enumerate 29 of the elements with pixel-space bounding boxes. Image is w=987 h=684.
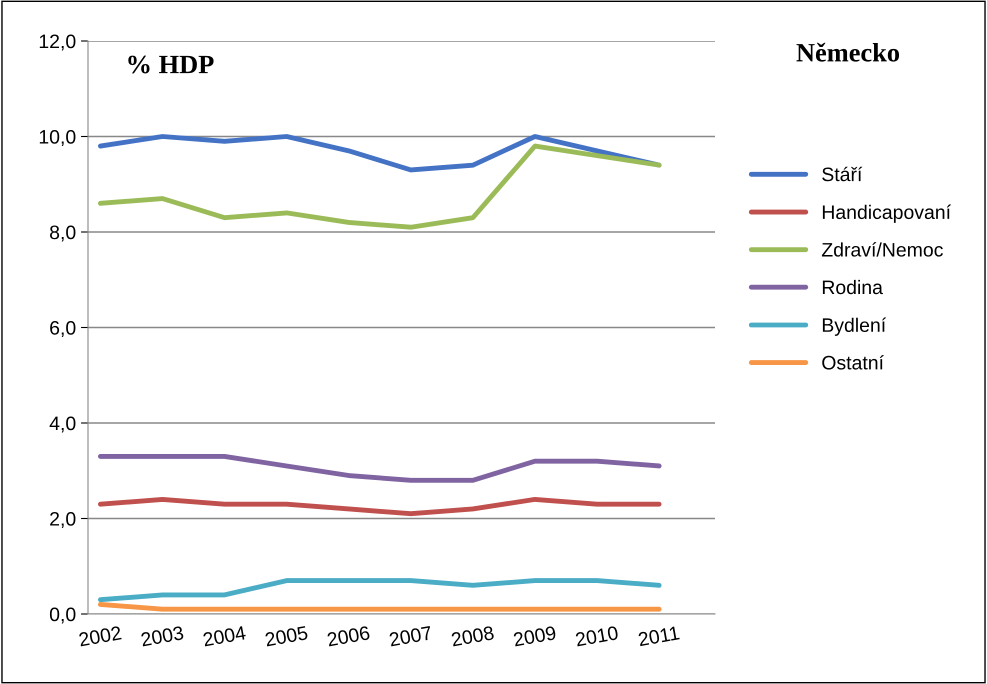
x-tick-label: 2002 <box>78 626 122 647</box>
legend-label: Stáří <box>822 166 862 182</box>
legend-label: Zdraví/Nemoc <box>822 242 943 257</box>
x-tick-label: 2008 <box>451 626 494 647</box>
text: Německo <box>796 42 900 62</box>
line-series <box>98 578 662 602</box>
line-series <box>98 454 662 483</box>
line-series <box>98 496 662 516</box>
legend-label: Rodina <box>822 280 883 294</box>
y-tick-label: 0,0 <box>50 607 76 624</box>
y-tick-label: 12,0 <box>40 34 76 51</box>
y-tick-label: 4,0 <box>50 416 76 433</box>
x-tick-label: 2005 <box>264 626 308 647</box>
legend-label: Ostatní <box>822 355 884 370</box>
y-tick-label: 8,0 <box>50 225 76 242</box>
x-tick-label: 2009 <box>513 626 556 647</box>
y-tick-label: 10,0 <box>40 130 76 146</box>
x-tick-label: 2006 <box>326 626 370 647</box>
x-tick-label: 2011 <box>638 626 680 646</box>
y-tick-label: 6,0 <box>50 320 76 338</box>
x-tick-label: 2007 <box>388 626 432 647</box>
x-tick-label: 2003 <box>140 626 184 647</box>
annotation: % HDP <box>128 56 214 74</box>
x-tick-label: 2010 <box>575 626 619 647</box>
legend-label: Handicapovaní <box>822 204 951 223</box>
x-tick-label: 2004 <box>202 626 246 647</box>
legend-label: Bydlení <box>822 317 886 336</box>
y-tick-label: 2,0 <box>50 512 76 528</box>
line-series <box>98 144 662 230</box>
